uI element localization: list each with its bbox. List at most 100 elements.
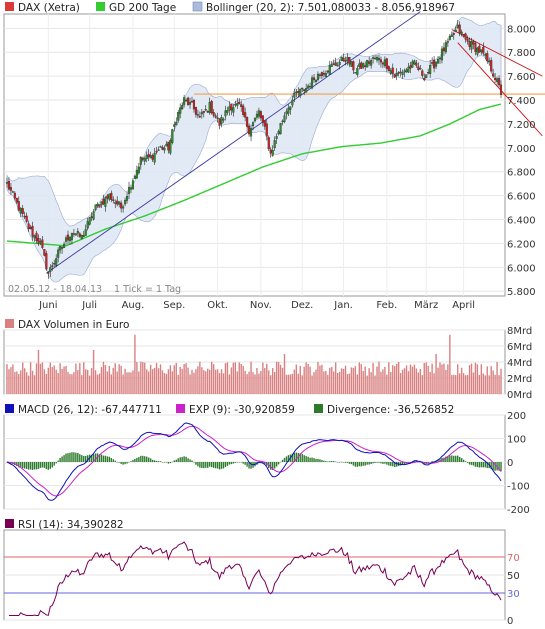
volume-bar (98, 373, 101, 394)
candle-body (289, 106, 292, 110)
tick-label: 1 Tick = 1 Tag (114, 284, 181, 295)
legend-swatch-dax (5, 2, 14, 11)
price-x-tick-label: März (414, 300, 438, 311)
candle-body (143, 158, 146, 162)
volume-bar (128, 372, 130, 394)
rsi-y-axis: 70 50 30 0 (507, 553, 520, 627)
divergence-bar (146, 456, 148, 462)
candle-body (332, 63, 335, 65)
volume-y-tick-label: 0Mrd (507, 390, 532, 401)
candle-body (352, 61, 355, 71)
divergence-bar (20, 462, 22, 468)
divergence-bar (342, 462, 345, 463)
divergence-bar (364, 462, 366, 466)
divergence-bar (378, 462, 380, 463)
volume-bar (411, 366, 414, 394)
divergence-bar (85, 455, 87, 462)
volume-bar (20, 370, 22, 394)
divergence-bar (149, 458, 152, 462)
volume-bar (425, 362, 427, 394)
candle-body (436, 59, 440, 64)
candle-body (330, 64, 333, 67)
candle-body (273, 140, 276, 149)
volume-bar (390, 371, 392, 394)
divergence-bar (224, 462, 227, 467)
candle-body (492, 73, 495, 77)
candle-body (63, 243, 66, 248)
volume-bar (472, 372, 475, 394)
candle-body (133, 175, 136, 179)
volume-bar (140, 361, 142, 394)
candle-body (80, 235, 83, 240)
divergence-bar (472, 462, 475, 466)
volume-bar (415, 368, 418, 394)
candle-body (342, 57, 345, 62)
legend-macd-label: MACD (26, 12): -67,447711 (18, 404, 162, 416)
candle-body (348, 57, 351, 65)
volume-bar (336, 373, 339, 394)
volume-bar (77, 370, 79, 394)
candle-body (458, 24, 461, 34)
candle-body (328, 65, 331, 75)
volume-bar (449, 334, 451, 394)
candle-body (334, 62, 337, 66)
candle-body (421, 70, 424, 76)
candle-body (100, 201, 103, 206)
divergence-bar (455, 455, 457, 462)
volume-bar (388, 362, 390, 394)
volume-bar (238, 362, 240, 394)
volume-bar (492, 370, 494, 394)
price-x-tick-label: Juni (38, 300, 57, 311)
volume-bar (358, 362, 361, 394)
candle-body (448, 36, 451, 40)
volume-bar (329, 367, 331, 394)
candle-body (86, 221, 89, 229)
volume-bar (244, 370, 246, 394)
divergence-bar (498, 462, 500, 471)
candle-body (425, 74, 428, 79)
candle-body (411, 61, 414, 68)
price-x-tick-label: Aug. (122, 300, 145, 311)
candle-body (399, 71, 402, 74)
volume-bar (79, 363, 81, 394)
candle-body (255, 113, 259, 118)
price-x-tick-label: April (452, 300, 475, 311)
volume-bar (159, 364, 162, 394)
divergence-bar (195, 462, 197, 465)
price-y-tick-label: 6.000 (507, 263, 536, 274)
volume-bar (262, 362, 264, 394)
candle-body (419, 67, 422, 70)
candle-body (377, 57, 381, 61)
price-y-tick-label: 7.000 (507, 144, 536, 155)
divergence-bar (73, 452, 75, 462)
candle-body (232, 107, 235, 113)
candle-body (494, 77, 497, 81)
candle-body (366, 60, 369, 68)
volume-bar (10, 367, 12, 394)
volume-bar (73, 372, 75, 394)
divergence-bar (279, 461, 282, 463)
legend-swatch-rsi (5, 519, 14, 528)
candle-body (387, 66, 390, 71)
divergence-bar (303, 455, 305, 462)
divergence-bar (100, 454, 103, 462)
candle-body (108, 193, 111, 200)
divergence-bar (106, 456, 109, 462)
divergence-bar (104, 455, 107, 462)
volume-bar (167, 369, 170, 394)
divergence-bar (147, 457, 150, 462)
divergence-bar (242, 462, 244, 464)
candle-body (291, 99, 294, 106)
volume-bar (273, 371, 276, 394)
divergence-bar (216, 462, 219, 469)
price-x-tick-label: Sep. (163, 300, 185, 311)
candle-body (155, 151, 158, 153)
volume-y-tick-label: 6Mrd (507, 342, 532, 353)
candle-body (23, 215, 26, 218)
divergence-bar (142, 455, 144, 462)
volume-bar (303, 366, 305, 394)
candle-body (202, 110, 205, 113)
divergence-bar (388, 462, 390, 466)
volume-bar (8, 369, 10, 394)
divergence-bar (346, 462, 349, 463)
